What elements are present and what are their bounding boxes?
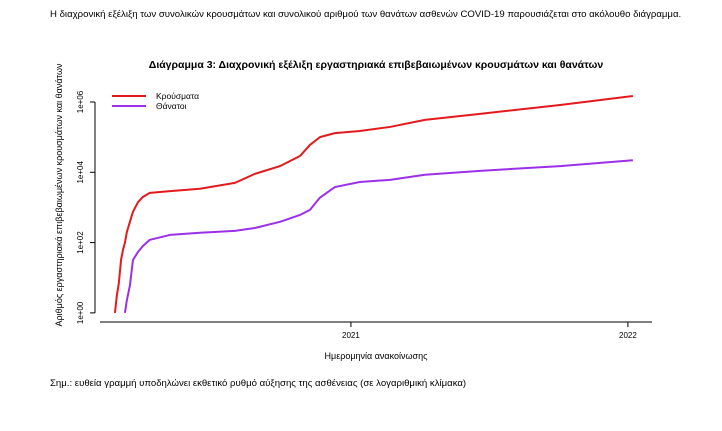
note-text: Σημ.: ευθεία γραμμή υποδηλώνει εκθετικό … bbox=[50, 378, 467, 389]
legend-label: Θάνατοι bbox=[156, 101, 187, 111]
x-axis-label: Ημερομηνία ανακοίνωσης bbox=[325, 351, 429, 361]
chart-title: Διάγραμμα 3: Διαχρονική εξέλιξη εργαστηρ… bbox=[149, 59, 604, 71]
legend-label: Κρούσματα bbox=[156, 91, 199, 101]
y-tick-label: 1e+04 bbox=[76, 160, 85, 183]
y-tick-label: 1e+00 bbox=[76, 301, 85, 324]
y-tick-label: 1e+02 bbox=[76, 231, 85, 254]
y-axis-label: Αριθμός εργαστηριακά επιβεβαιωμένων κρου… bbox=[54, 63, 64, 326]
x-tick-label: 2021 bbox=[342, 331, 360, 340]
series-line bbox=[123, 159, 633, 314]
intro-text: Η διαχρονική εξέλιξη των συνολικών κρουσ… bbox=[50, 9, 682, 20]
y-tick-label: 1e+06 bbox=[76, 90, 85, 113]
series-line bbox=[113, 95, 634, 313]
x-tick-label: 2022 bbox=[619, 331, 637, 340]
